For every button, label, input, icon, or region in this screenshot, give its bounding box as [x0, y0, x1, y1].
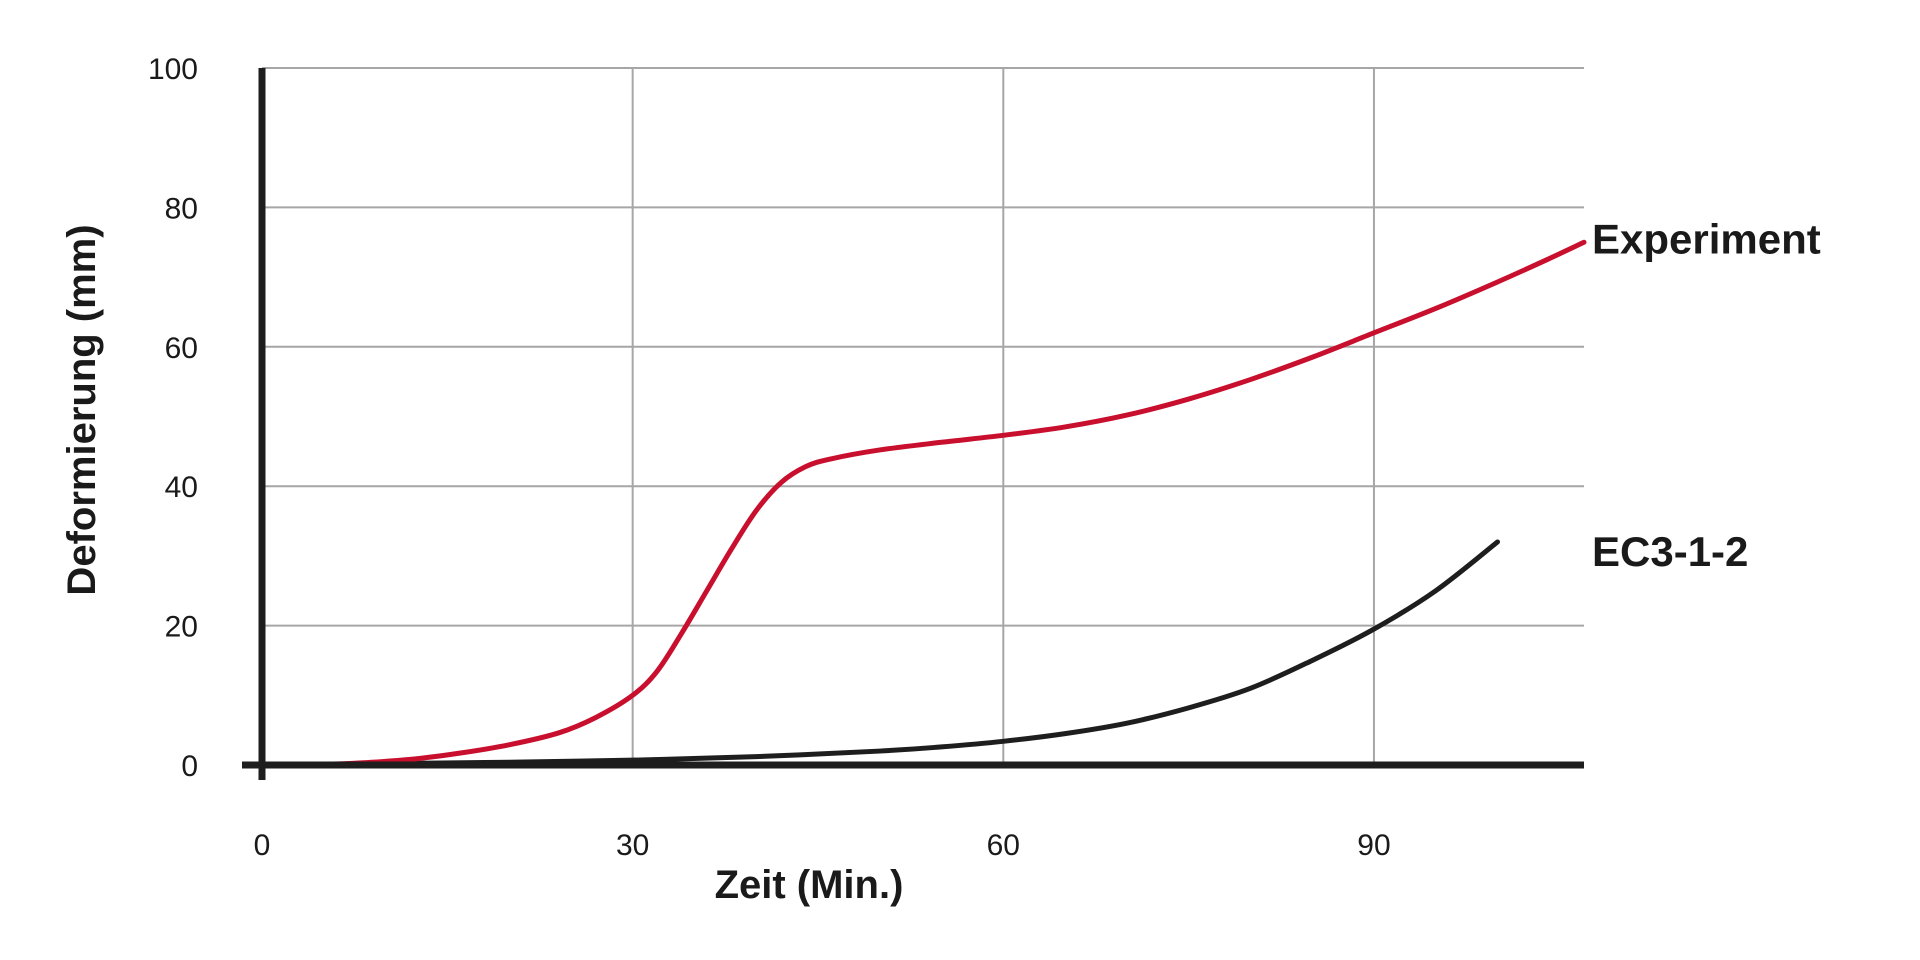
x-axis-title: Zeit (Min.)	[715, 863, 904, 907]
grid	[262, 67, 1584, 765]
x-tick-label: 0	[254, 829, 271, 862]
axes	[242, 68, 1584, 780]
series-label-ec3-1-2: EC3-1-2	[1592, 528, 1748, 575]
y-tick-label: 20	[165, 611, 198, 644]
series-line-ec3-1-2	[259, 539, 1501, 768]
y-tick-label: 100	[148, 53, 198, 86]
y-tick-label: 80	[165, 192, 198, 225]
x-tick-label: 30	[616, 829, 649, 862]
series-labels: Experiment EC3-1-2	[1592, 215, 1821, 575]
y-axis-title: Deformierung (mm)	[60, 224, 104, 595]
x-tick-label: 90	[1357, 829, 1390, 862]
y-tick-label: 40	[165, 471, 198, 504]
series-label-experiment: Experiment	[1592, 215, 1821, 262]
y-tick-label: 0	[181, 750, 198, 783]
series-group	[259, 239, 1587, 768]
tick-labels: 0 20 40 60 80 100 0 30 60 90	[148, 53, 1391, 862]
y-tick-label: 60	[165, 332, 198, 365]
series-line-experiment	[259, 239, 1587, 768]
x-tick-label: 60	[987, 829, 1020, 862]
